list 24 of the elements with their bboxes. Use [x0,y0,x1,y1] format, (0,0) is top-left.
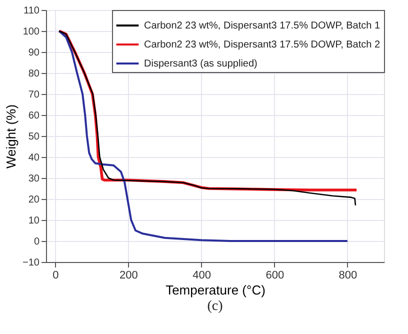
y-tick-label: 50 [28,132,40,142]
legend-label: Carbon2 23 wt%, Dispersant3 17.5% DOWP, Batch 1 [144,20,380,32]
y-tick-label: 20 [28,194,40,206]
y-tick-label: 60 [28,110,40,122]
y-tick-label: 40 [28,152,40,164]
y-tick-label: 100 [22,26,40,38]
y-tick-label: 70 [28,90,40,100]
x-tick-label: 200 [120,270,138,282]
x-tick-label: 800 [338,270,358,282]
y-tick-label: 90 [28,48,40,58]
legend-label: Carbon2 23 wt%, Dispersant3 17.5% DOWP, Batch 2 [144,40,380,50]
y-tick-label: 110 [24,6,40,16]
x-tick-label: 600 [266,270,284,282]
x-tick-label: 400 [192,270,211,282]
y-tick-label: 30 [28,174,40,184]
legend-label: Dispersant3 (as supplied) [144,58,258,70]
y-tick-label: 10 [28,216,40,226]
text: (c) [207,299,224,314]
x-tick-label: 0 [52,270,59,282]
y-axis-title: Weight (%) [4,104,19,169]
y-tick-label: −10 [22,258,40,268]
y-tick-label: 80 [28,68,40,80]
y-tick-label: 0 [34,236,40,248]
x-axis-title: Temperature (°C) [166,282,266,298]
